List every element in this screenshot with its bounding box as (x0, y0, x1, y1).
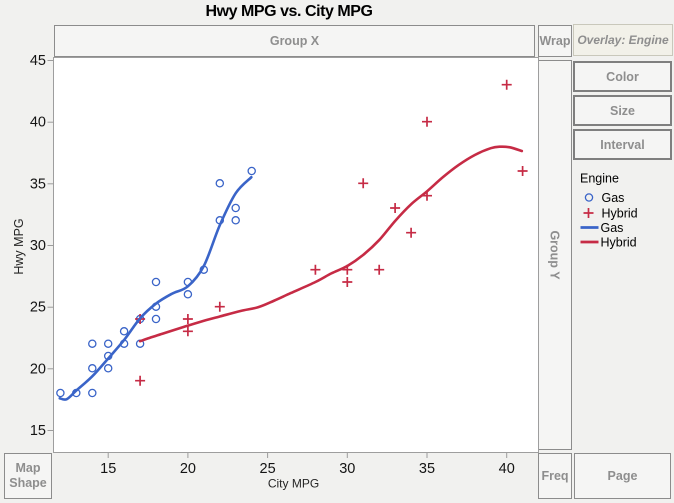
svg-text:15: 15 (30, 423, 46, 439)
svg-text:Gas: Gas (601, 221, 624, 235)
svg-text:Hwy MPG: Hwy MPG (12, 218, 26, 274)
svg-text:Engine: Engine (580, 172, 619, 186)
svg-text:35: 35 (30, 176, 46, 192)
svg-text:40: 40 (30, 115, 46, 131)
svg-text:30: 30 (339, 461, 355, 477)
svg-text:Gas: Gas (602, 191, 625, 205)
svg-text:35: 35 (419, 461, 435, 477)
svg-text:30: 30 (30, 238, 46, 254)
svg-text:20: 20 (30, 361, 46, 377)
svg-text:15: 15 (100, 461, 116, 477)
svg-text:Hybrid: Hybrid (601, 236, 637, 250)
svg-text:25: 25 (30, 300, 46, 316)
svg-text:20: 20 (180, 461, 196, 477)
svg-text:40: 40 (499, 461, 515, 477)
svg-text:Hybrid: Hybrid (602, 207, 638, 221)
svg-text:45: 45 (30, 53, 46, 69)
svg-text:25: 25 (260, 461, 276, 477)
svg-text:City MPG: City MPG (268, 477, 319, 491)
